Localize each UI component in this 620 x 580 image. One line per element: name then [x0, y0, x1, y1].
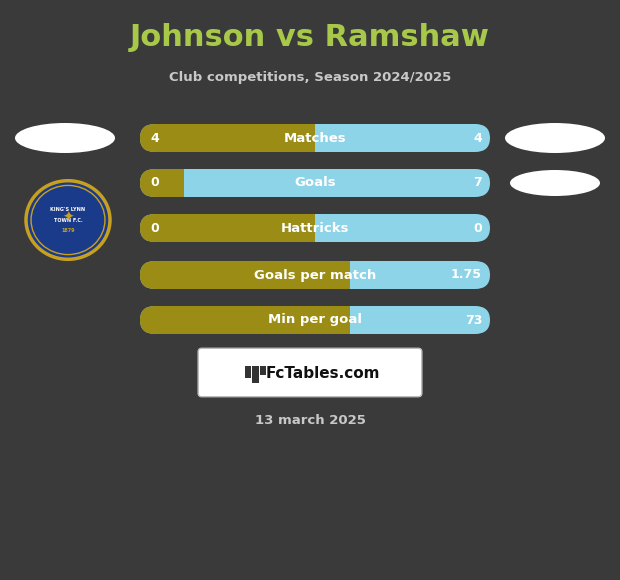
Bar [245, 366, 251, 378]
Ellipse shape [15, 123, 115, 153]
Text: Johnson vs Ramshaw: Johnson vs Ramshaw [130, 24, 490, 53]
FancyBboxPatch shape [198, 348, 422, 397]
FancyBboxPatch shape [140, 306, 490, 334]
Text: 0: 0 [150, 176, 159, 190]
Bar [260, 366, 266, 375]
Text: Matches: Matches [284, 132, 347, 144]
Text: KING'S LYNN: KING'S LYNN [50, 207, 86, 212]
Circle shape [26, 181, 110, 259]
Text: 73: 73 [464, 314, 482, 327]
Text: Club competitions, Season 2024/2025: Club competitions, Season 2024/2025 [169, 71, 451, 85]
Bar [252, 366, 259, 383]
FancyBboxPatch shape [140, 214, 490, 242]
Text: Min per goal: Min per goal [268, 314, 362, 327]
Text: TOWN F.C.: TOWN F.C. [53, 218, 82, 223]
Text: ✦: ✦ [62, 211, 74, 225]
Text: Goals per match: Goals per match [254, 269, 376, 281]
FancyBboxPatch shape [140, 169, 490, 197]
Text: 1.75: 1.75 [451, 269, 482, 281]
Ellipse shape [510, 170, 600, 196]
Text: FcTables.com: FcTables.com [265, 365, 379, 380]
FancyBboxPatch shape [140, 124, 490, 152]
Text: 4: 4 [473, 132, 482, 144]
Ellipse shape [505, 123, 605, 153]
FancyBboxPatch shape [140, 214, 490, 242]
Text: 7: 7 [473, 176, 482, 190]
Text: 4: 4 [150, 132, 159, 144]
Text: Hattricks: Hattricks [281, 222, 349, 234]
Text: Goals: Goals [294, 176, 336, 190]
Text: 0: 0 [150, 222, 159, 234]
FancyBboxPatch shape [140, 306, 490, 334]
FancyBboxPatch shape [140, 124, 490, 152]
FancyBboxPatch shape [140, 169, 490, 197]
FancyBboxPatch shape [140, 261, 490, 289]
Text: 1879: 1879 [61, 228, 75, 233]
FancyBboxPatch shape [140, 261, 490, 289]
Text: 13 march 2025: 13 march 2025 [255, 414, 365, 426]
Text: 0: 0 [473, 222, 482, 234]
